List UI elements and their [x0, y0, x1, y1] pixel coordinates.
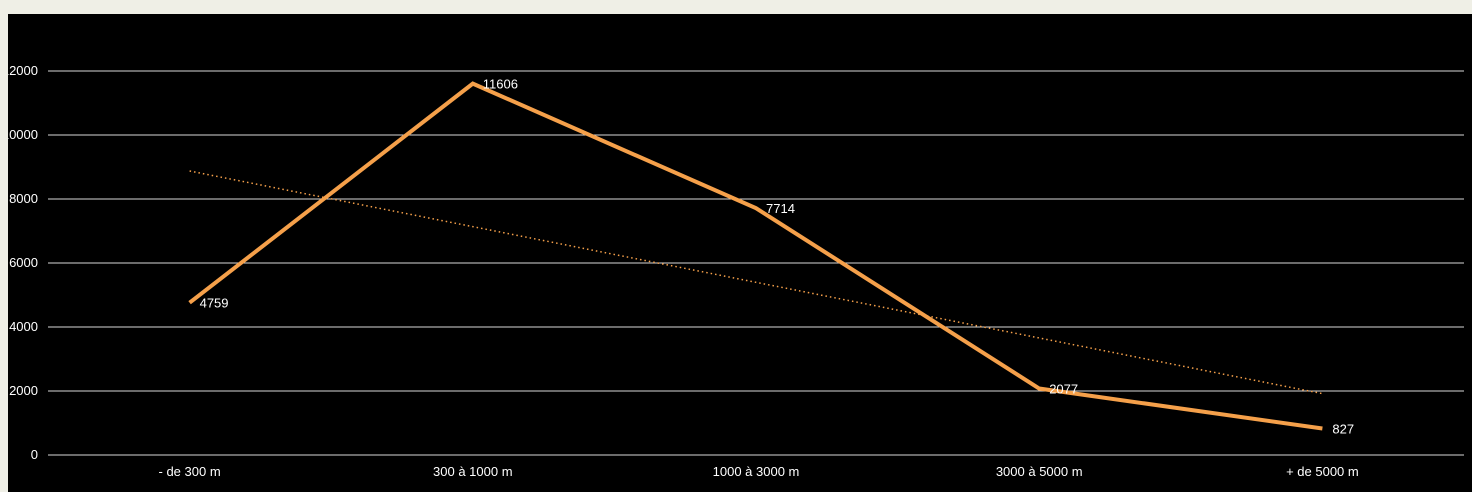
- x-tick-label: + de 5000 m: [1286, 464, 1359, 479]
- y-tick-label: 4000: [9, 319, 38, 334]
- x-tick-label: - de 300 m: [159, 464, 221, 479]
- gridlines: [48, 70, 1464, 456]
- x-tick-label: 3000 à 5000 m: [996, 464, 1083, 479]
- data-label: 7714: [766, 201, 795, 216]
- y-tick-label: 8000: [9, 191, 38, 206]
- data-label: 827: [1332, 422, 1354, 437]
- y-tick-label: 6000: [9, 255, 38, 270]
- trendline: [189, 170, 1323, 395]
- data-label: 2077: [1049, 382, 1078, 397]
- y-tick-label: 0: [31, 447, 38, 462]
- series-group: [188, 81, 1323, 431]
- series-line: [188, 81, 1323, 431]
- data-label: 11606: [483, 77, 518, 92]
- y-tick-label: 12000: [8, 63, 38, 78]
- chart-frame: 0 2000 4000 6000 8000 10000 12000 - de 300 m 30…: [8, 14, 1472, 492]
- line-chart: 0 2000 4000 6000 8000 10000 12000 - de 300 m 30…: [8, 63, 1464, 479]
- data-labels: 4759 11606 7714 2077 827: [200, 77, 1355, 437]
- x-tick-label: 1000 à 3000 m: [713, 464, 800, 479]
- x-axis-tick-labels: - de 300 m 300 à 1000 m 1000 à 3000 m 3000 …: [159, 464, 1359, 479]
- trendline-group: [189, 170, 1323, 395]
- y-tick-label: 2000: [9, 383, 38, 398]
- x-tick-label: 300 à 1000 m: [433, 464, 513, 479]
- data-label: 4759: [200, 296, 229, 311]
- y-axis-tick-labels: 0 2000 4000 6000 8000 10000 12000: [8, 63, 38, 462]
- y-tick-label: 10000: [8, 127, 38, 142]
